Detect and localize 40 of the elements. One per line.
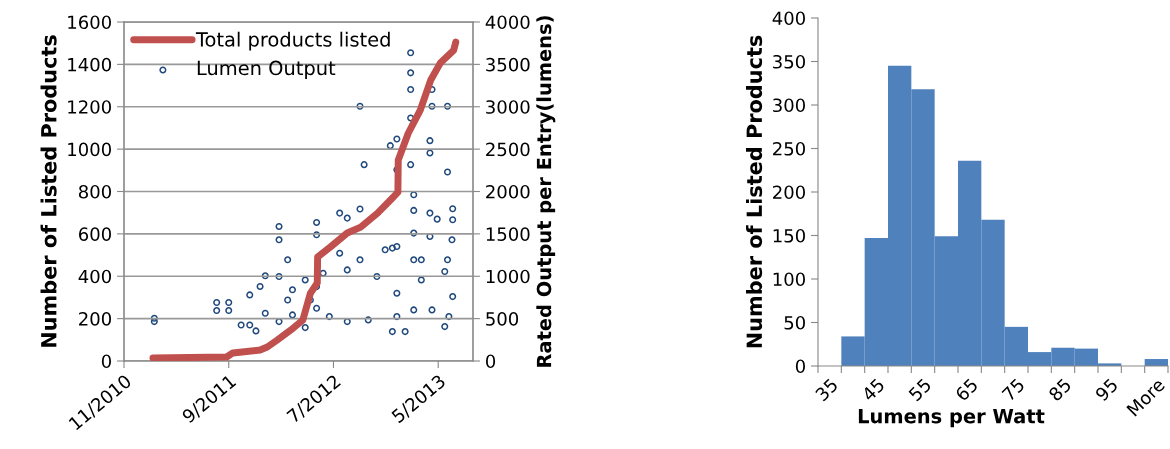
y-tick-label: 300 <box>773 98 805 113</box>
legend-label: Lumen Output <box>197 60 336 80</box>
y2-tick-label: 3000 <box>486 100 530 114</box>
y-tick-label: 0 <box>795 359 805 374</box>
y-tick-label: 150 <box>773 228 805 243</box>
y2-tick-label: 2500 <box>486 142 530 157</box>
y2-tick-label: 0 <box>486 354 496 369</box>
x-tick-label: 35 <box>814 377 839 402</box>
y-tick-label: 250 <box>773 141 805 156</box>
x-tick-label: 95 <box>1094 377 1119 402</box>
x-tick-label: 55 <box>908 377 932 402</box>
y2-axis-title: Rated Output per Entry(lumens) <box>536 16 556 367</box>
y-tick-label: 50 <box>784 315 805 330</box>
y-tick-label: 0 <box>101 354 111 369</box>
x-axis-title: Lumens per Watt <box>858 408 1045 428</box>
y-axis-title: Number of Listed Products <box>746 35 763 348</box>
y-tick-label: 1600 <box>68 15 111 30</box>
y-tick-label: 400 <box>78 269 111 284</box>
y2-tick-label: 500 <box>486 312 519 326</box>
y-tick-label: 1000 <box>68 142 111 157</box>
x-tick-label: 75 <box>1001 377 1026 402</box>
x-tick-label: 65 <box>954 377 979 402</box>
y-tick-label: 100 <box>773 272 805 287</box>
y2-tick-label: 3500 <box>486 57 530 72</box>
legend-label: Total products listed <box>195 31 390 51</box>
y-tick-label: 200 <box>79 312 111 326</box>
y2-tick-label: 4000 <box>485 15 530 30</box>
y-tick-label: 1200 <box>68 100 111 114</box>
y-tick-label: 200 <box>773 185 805 200</box>
y-tick-label: 400 <box>772 11 805 26</box>
y-tick-label: 600 <box>78 227 111 241</box>
y-tick-label: 350 <box>773 54 805 69</box>
y-tick-label: 800 <box>78 184 111 199</box>
y-tick-label: 1400 <box>68 57 111 72</box>
y2-tick-label: 1500 <box>486 227 530 241</box>
y2-tick-label: 2000 <box>486 184 530 199</box>
y2-tick-label: 1000 <box>486 269 530 284</box>
y-axis-title: Number of Listed Products <box>40 35 57 347</box>
x-tick-label: 85 <box>1047 377 1072 402</box>
x-tick-label: 45 <box>861 377 886 402</box>
